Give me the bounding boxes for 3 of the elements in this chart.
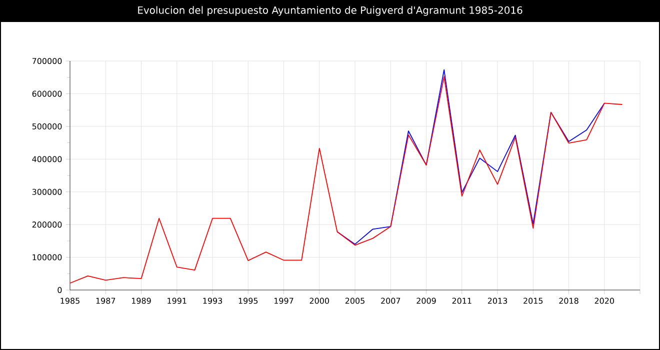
line-series xyxy=(70,76,623,284)
line-series xyxy=(336,69,605,245)
chart-title: Evolucion del presupuesto Ayuntamiento de Puigverd d'Agramunt 1985-2016 xyxy=(138,6,522,16)
